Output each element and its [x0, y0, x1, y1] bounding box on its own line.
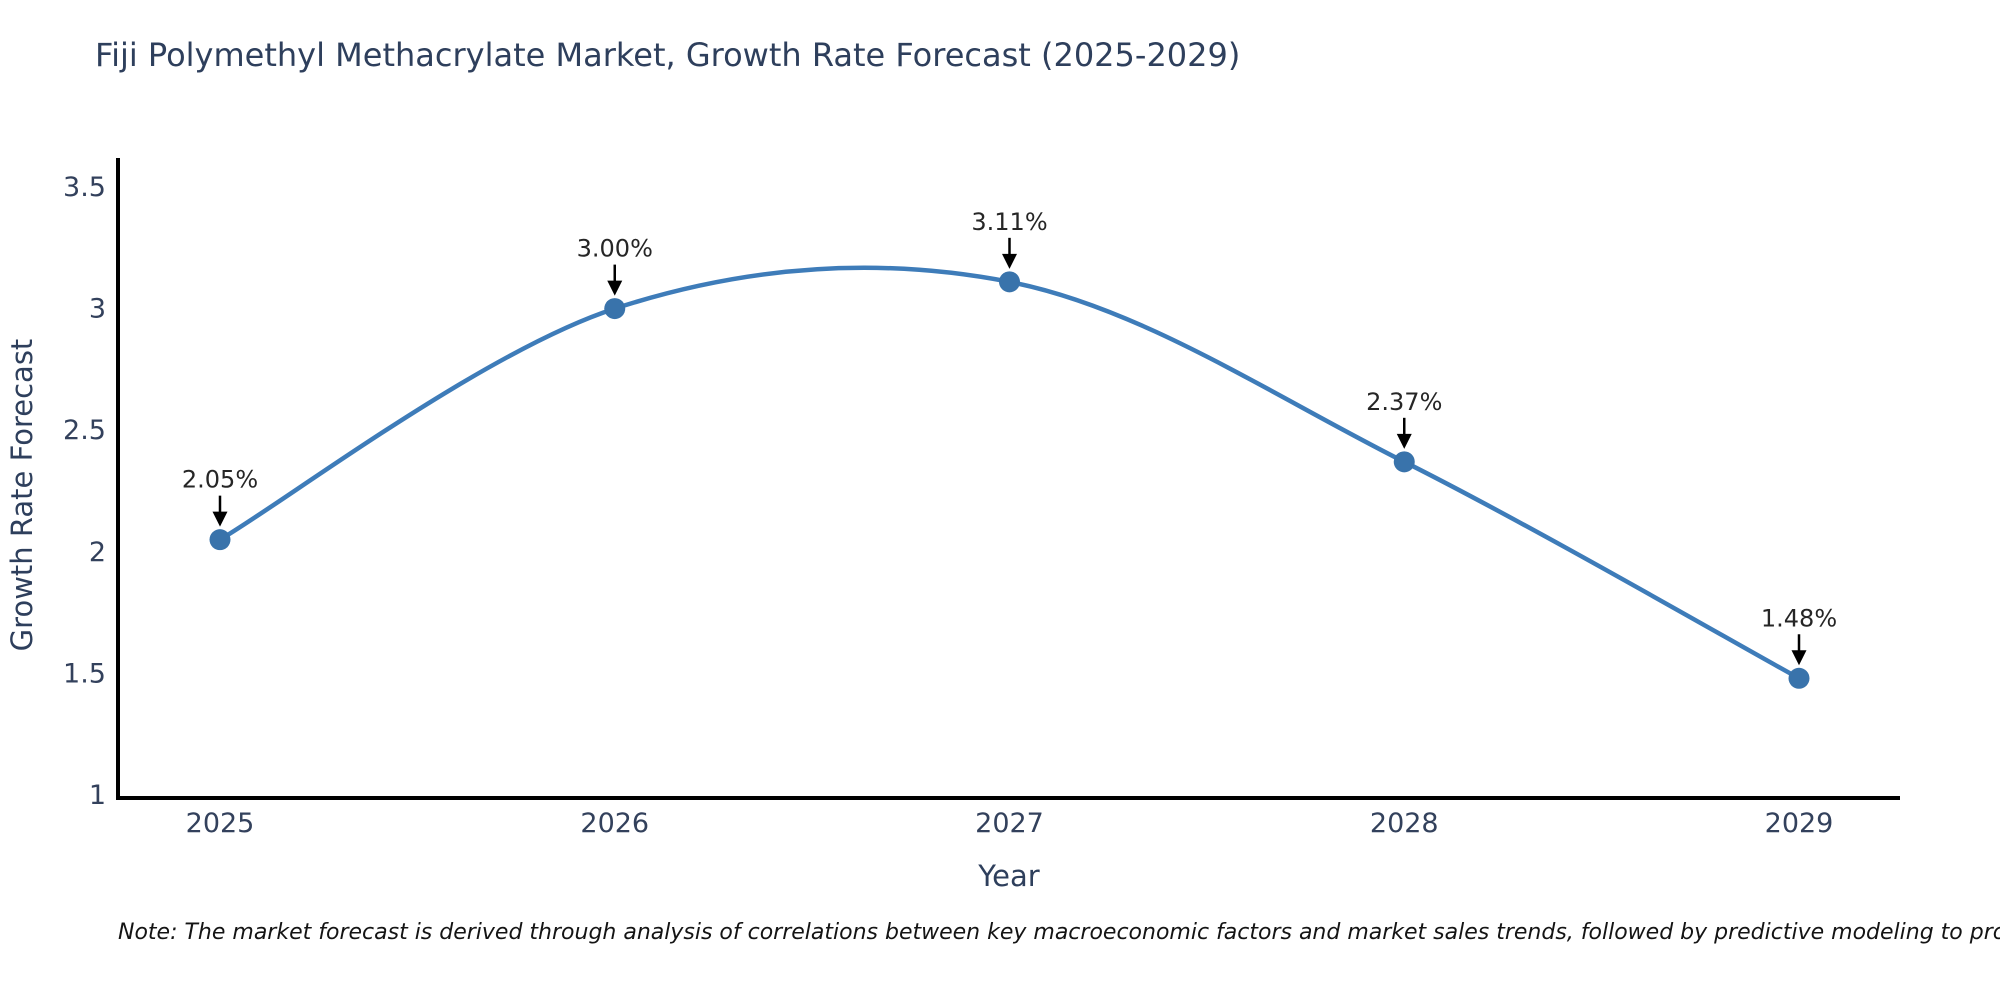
y-tick-label: 1	[89, 780, 106, 811]
axis-spines	[116, 158, 1900, 800]
x-tick-label: 2028	[1370, 808, 1439, 839]
annotation-arrow-head	[1396, 433, 1412, 449]
annotation-arrow-head	[1791, 650, 1807, 666]
data-point-label: 1.48%	[1761, 604, 1837, 632]
x-axis-label: Year	[977, 859, 1039, 893]
x-tick-label: 2029	[1765, 808, 1834, 839]
trend-line	[217, 265, 1802, 681]
chart-title: Fiji Polymethyl Methacrylate Market, Gro…	[95, 36, 1241, 74]
data-point	[209, 529, 231, 551]
data-point	[1788, 667, 1810, 689]
annotation-arrow-head	[1002, 253, 1017, 269]
x-tick-label: 2026	[580, 808, 649, 839]
x-tick-label: 2027	[975, 808, 1044, 839]
footnote: Note: The market forecast is derived thr…	[118, 920, 2000, 945]
data-point-label: 3.11%	[971, 208, 1047, 236]
x-tick-label: 2025	[186, 808, 255, 839]
y-tick-label: 2.5	[63, 415, 106, 446]
y-tick-label: 2	[89, 537, 106, 568]
annotation-arrow-head	[212, 511, 228, 527]
y-tick-label: 1.5	[63, 658, 106, 689]
data-point-label: 2.05%	[182, 466, 258, 494]
data-point	[1393, 451, 1415, 473]
data-point	[999, 271, 1020, 293]
y-tick-label: 3.5	[63, 172, 106, 203]
y-axis-label: Growth Rate Forecast	[5, 339, 39, 652]
data-point-label: 3.00%	[577, 235, 653, 263]
data-point	[604, 298, 626, 320]
y-tick-label: 3	[89, 294, 106, 325]
annotation-arrow-head	[607, 280, 623, 296]
data-point-label: 2.37%	[1366, 388, 1442, 416]
